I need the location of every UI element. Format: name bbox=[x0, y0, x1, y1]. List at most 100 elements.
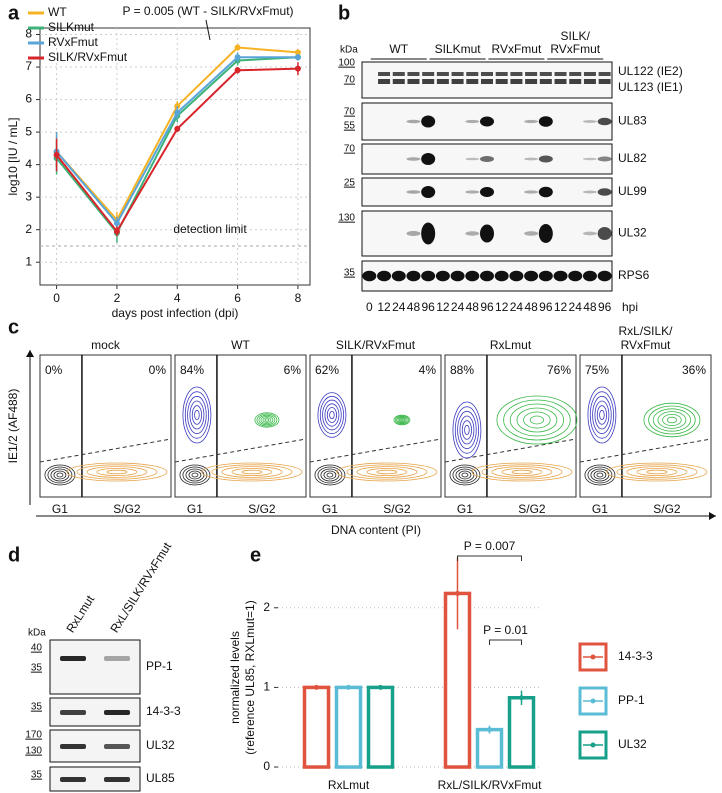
percent-label: 88% bbox=[450, 363, 474, 377]
contour bbox=[464, 424, 470, 436]
protein-label: UL32 bbox=[618, 226, 647, 240]
plot-title: mock bbox=[91, 338, 121, 352]
y-tick-label: 5 bbox=[25, 124, 32, 138]
gate-label: S/G2 bbox=[248, 502, 276, 516]
y-tick-label: 8 bbox=[25, 27, 32, 41]
annotation-pointer bbox=[205, 19, 211, 41]
data-point bbox=[113, 220, 120, 227]
band bbox=[582, 157, 597, 161]
contour bbox=[182, 386, 212, 444]
y-tick-label: 6 bbox=[25, 92, 32, 106]
blot-strip bbox=[49, 639, 141, 695]
band bbox=[407, 72, 420, 76]
band bbox=[597, 188, 612, 196]
marker-label: 130 bbox=[25, 746, 42, 757]
contour bbox=[326, 472, 334, 478]
contour bbox=[648, 405, 696, 435]
contour bbox=[592, 395, 612, 435]
data-point bbox=[294, 49, 301, 56]
lane-label: 12 bbox=[436, 300, 450, 314]
protein-label: UL32 bbox=[146, 738, 175, 752]
legend-label: RVxFmut bbox=[48, 35, 98, 49]
band bbox=[406, 231, 421, 236]
marker-label: 25 bbox=[344, 178, 356, 189]
y-axis-label: (reference UL85, RXLmut=1) bbox=[243, 600, 257, 754]
contour bbox=[319, 395, 344, 435]
data-point bbox=[455, 590, 460, 596]
contour bbox=[211, 464, 293, 480]
contour bbox=[394, 415, 409, 425]
lane-label: 48 bbox=[407, 300, 421, 314]
band bbox=[538, 224, 553, 243]
plot-title: RxLmut bbox=[490, 338, 532, 352]
lane-label: 12 bbox=[554, 300, 568, 314]
data-point bbox=[378, 684, 383, 690]
contour bbox=[594, 400, 610, 430]
kda-label: kDa bbox=[28, 628, 46, 639]
contour bbox=[596, 472, 604, 478]
marker-label: 100 bbox=[338, 58, 355, 69]
gate-label: S/G2 bbox=[113, 502, 141, 516]
x-tick-label: 6 bbox=[234, 291, 241, 305]
contour bbox=[53, 470, 67, 480]
x-tick-label: 2 bbox=[114, 291, 121, 305]
contour bbox=[221, 466, 283, 478]
contour bbox=[596, 405, 607, 425]
band bbox=[583, 79, 596, 84]
significance-bracket bbox=[457, 555, 522, 561]
contour bbox=[258, 414, 276, 426]
band bbox=[582, 190, 597, 194]
band bbox=[480, 187, 494, 197]
contour bbox=[523, 411, 551, 429]
group-label: SILKmut bbox=[435, 42, 482, 56]
band bbox=[465, 270, 480, 282]
band bbox=[598, 79, 611, 84]
protein-label: PP-1 bbox=[146, 659, 173, 673]
contour bbox=[189, 400, 205, 430]
protein-label: UL99 bbox=[618, 184, 647, 198]
contour bbox=[47, 466, 73, 484]
band bbox=[582, 120, 597, 123]
contour bbox=[336, 462, 438, 482]
contour bbox=[44, 464, 76, 486]
contour bbox=[194, 409, 200, 421]
lane-label: 12 bbox=[495, 300, 509, 314]
y-tick-label: 0 bbox=[263, 759, 270, 773]
y-tick-label: 4 bbox=[25, 157, 32, 171]
plot-title: RVxFmut bbox=[621, 338, 671, 352]
band bbox=[538, 155, 553, 163]
x-axis-label: DNA content (PI) bbox=[331, 523, 421, 537]
marker-label: 70 bbox=[344, 75, 356, 86]
lane-label: RxL/SILK/RVxFmut bbox=[107, 539, 174, 635]
contour bbox=[262, 417, 272, 423]
marker-label: 35 bbox=[31, 663, 43, 674]
marker-label: 170 bbox=[25, 730, 42, 741]
contour bbox=[496, 395, 578, 445]
band bbox=[407, 79, 420, 84]
contour bbox=[400, 418, 404, 422]
bar bbox=[334, 685, 363, 769]
contour bbox=[187, 395, 207, 435]
marker-label: 40 bbox=[31, 643, 43, 654]
contour bbox=[393, 414, 411, 426]
protein-label: UL85 bbox=[146, 771, 175, 785]
lane-label: 24 bbox=[451, 300, 465, 314]
protein-label: UL82 bbox=[618, 151, 647, 165]
band bbox=[362, 270, 377, 282]
contour bbox=[56, 472, 64, 478]
contour bbox=[509, 403, 564, 437]
contour bbox=[589, 391, 614, 439]
lane-label: 24 bbox=[510, 300, 524, 314]
band bbox=[598, 72, 611, 76]
contour bbox=[317, 392, 347, 438]
protein-label: UL122 (IE2) bbox=[618, 64, 683, 78]
band bbox=[406, 190, 421, 194]
contour bbox=[511, 469, 533, 475]
legend-swatch bbox=[590, 654, 596, 660]
lane-label: 96 bbox=[421, 300, 435, 314]
threshold-line bbox=[174, 438, 307, 463]
y-axis-label: normalized levels bbox=[228, 631, 242, 724]
contour bbox=[593, 470, 607, 480]
band bbox=[510, 79, 523, 84]
band bbox=[569, 72, 582, 76]
